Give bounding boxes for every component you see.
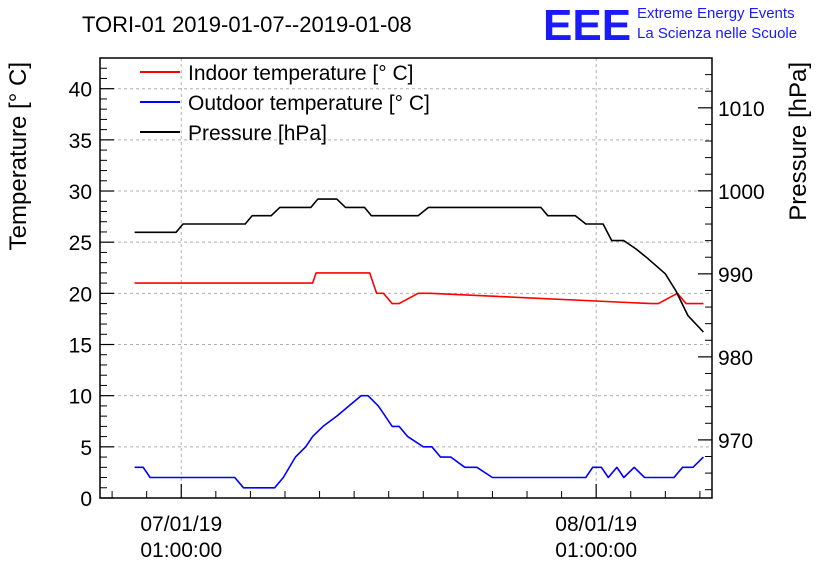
legend-label-pressure: Pressure [hPa] — [188, 122, 327, 145]
logo-mark: EEE — [543, 1, 631, 50]
y-tick-label: 25 — [69, 232, 92, 255]
x-tick-label-date: 08/01/19 — [555, 513, 637, 536]
x-tick-label-time: 01:00:00 — [555, 539, 637, 562]
y2-tick-label: 1010 — [718, 98, 765, 121]
y2-tick-label: 990 — [718, 264, 753, 287]
y-axis-label: Temperature [° C] — [5, 62, 32, 250]
y2-tick-label: 980 — [718, 347, 753, 370]
logo-line2: La Scienza nelle Scuole — [637, 25, 797, 42]
y-tick-label: 30 — [69, 181, 92, 204]
y2-tick-label: 1000 — [718, 181, 765, 204]
legend-label-outdoor: Outdoor temperature [° C] — [188, 92, 430, 115]
plot-frame — [99, 57, 713, 499]
y2-axis-label: Pressure [hPa] — [785, 62, 812, 221]
grid — [100, 58, 712, 498]
chart-title: TORI-01 2019-01-07--2019-01-08 — [82, 12, 412, 37]
y-tick-label: 0 — [80, 488, 92, 511]
legend: Indoor temperature [° C] Outdoor tempera… — [140, 62, 430, 145]
y-tick-label: 5 — [80, 437, 92, 460]
series-line-2 — [134, 198, 704, 333]
eee-logo: EEE Extreme Energy Events La Scienza nel… — [543, 1, 797, 50]
logo-line1: Extreme Energy Events — [637, 5, 795, 22]
y-tick-label: 40 — [69, 79, 92, 102]
legend-label-indoor: Indoor temperature [° C] — [188, 62, 414, 85]
y-tick-label: 35 — [69, 130, 92, 153]
y-tick-label: 15 — [69, 335, 92, 358]
y-tick-label: 20 — [69, 283, 92, 306]
x-tick-label-time: 01:00:00 — [140, 539, 222, 562]
y2-tick-label: 970 — [718, 430, 753, 453]
ticks: 0 5 10 15 20 25 30 35 40 970 980 990 1000 1010 07/01/1… — [69, 67, 765, 562]
series-line-0 — [134, 272, 704, 305]
series-layer — [134, 198, 704, 489]
y-tick-label: 10 — [69, 386, 92, 409]
x-tick-label-date: 07/01/19 — [140, 513, 222, 536]
series-line-1 — [134, 394, 704, 489]
